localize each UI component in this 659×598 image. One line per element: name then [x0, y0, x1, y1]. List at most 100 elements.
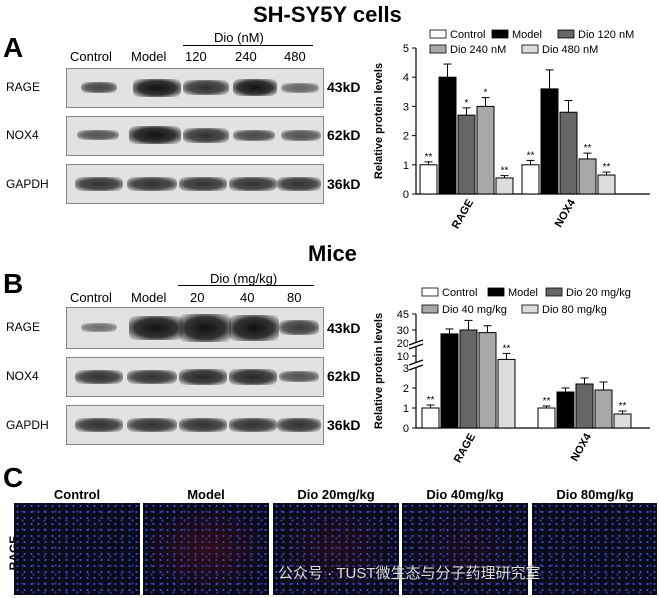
y-tick-label-1: 1 — [403, 403, 409, 415]
legend-swatch-2 — [545, 287, 563, 297]
y-axis-title: Relative protein levels — [373, 63, 385, 179]
axis-break-mark-top-0 — [408, 359, 424, 366]
legend-label-0: Control — [442, 287, 477, 299]
legend-swatch-0 — [429, 29, 447, 39]
bar-rage-4 — [497, 358, 516, 429]
blot-a-gapdh — [66, 164, 324, 204]
legend-swatch-4 — [521, 304, 539, 314]
lane-label-b-0: Control — [70, 290, 112, 305]
kd-label-b-nox4: 62kD — [327, 368, 361, 384]
significance-rage-0: ** — [427, 395, 435, 406]
column-label-c-1: Model — [187, 487, 225, 502]
lane-label-a-3: 240 — [235, 49, 257, 64]
group-bracket-a — [183, 45, 313, 46]
y-tick-label-3: 3 — [403, 101, 409, 113]
blot-a-nox4 — [66, 116, 324, 156]
bar-nox4-0 — [521, 164, 540, 195]
blot-b-gapdh — [66, 405, 324, 445]
legend-swatch-1 — [491, 29, 509, 39]
y-tick-label-4: 4 — [403, 72, 409, 84]
lane-label-b-4: 80 — [287, 290, 302, 305]
significance-rage-0: ** — [425, 152, 433, 163]
lane-label-a-0: Control — [70, 49, 112, 64]
bar-nox4-2 — [575, 383, 594, 429]
row-label-b-gapdh: GAPDH — [6, 418, 49, 432]
legend-label-4: Dio 480 nM — [542, 44, 598, 56]
column-label-c-0: Control — [53, 487, 101, 502]
lane-label-b-1: Model — [131, 290, 167, 305]
axis-break-mark-bottom-0 — [408, 364, 424, 371]
y-tick-label-3: 3 — [403, 363, 409, 375]
legend-swatch-3 — [421, 304, 439, 314]
chart-b: Control Model Dio 20 mg/kg Dio 40 mg/kg Dio … — [373, 287, 650, 466]
bar-rage-2 — [457, 114, 476, 195]
group-label-b: Dio (mg/kg) — [210, 271, 278, 286]
panel-b-label: B — [3, 268, 24, 299]
bar-nox4-2 — [559, 111, 578, 195]
significance-nox4-4: ** — [603, 162, 611, 173]
legend-label-4: Dio 80 mg/kg — [542, 304, 607, 316]
legend-label-2: Dio 120 nM — [578, 29, 634, 41]
section-a-title: SH-SY5Y cells — [253, 2, 402, 27]
x-category-label-1: NOX4 — [569, 431, 595, 464]
axis-break-mark-top-1 — [408, 339, 424, 346]
row-label-b-nox4: NOX4 — [6, 369, 39, 383]
y-tick-label-5: 20 — [397, 338, 409, 350]
legend-label-2: Dio 20 mg/kg — [566, 287, 631, 299]
row-label-a-rage: RAGE — [6, 80, 41, 94]
legend-label-1: Model — [512, 29, 542, 41]
x-category-label-0: RAGE — [452, 432, 478, 466]
micrograph-dio-40 — [402, 503, 528, 595]
kd-label-a-gapdh: 36kD — [327, 176, 361, 192]
kd-label-a-rage: 43kD — [327, 79, 361, 95]
bar-nox4-3 — [594, 389, 613, 429]
y-axis-title: Relative protein levels — [373, 313, 385, 429]
x-category-label-0: RAGE — [450, 198, 476, 232]
significance-rage-3: * — [484, 88, 488, 99]
bar-rage-1 — [440, 333, 459, 429]
bar-nox4-1 — [556, 391, 575, 429]
chart-a: Control Model Dio 120 nM Dio 240 nM Dio 480 … — [373, 29, 650, 232]
kd-label-a-nox4: 62kD — [327, 127, 361, 143]
legend-swatch-0 — [421, 287, 439, 297]
column-label-c-3: Dio 40mg/kg — [426, 487, 504, 502]
bar-nox4-4 — [613, 413, 632, 429]
blot-b-rage — [66, 307, 324, 349]
panel-a-label: A — [3, 32, 24, 63]
bar-rage-1 — [438, 76, 457, 195]
bar-rage-4 — [495, 177, 514, 195]
legend-label-3: Dio 240 nM — [450, 44, 506, 56]
micrograph-dio-20 — [273, 503, 399, 595]
axis-break-gap-1 — [408, 342, 650, 347]
legend-swatch-2 — [557, 29, 575, 39]
axis-break-gap-0 — [408, 362, 650, 368]
y-tick-label-6: 30 — [397, 325, 409, 337]
significance-rage-2: * — [465, 98, 469, 109]
column-label-c-2: Dio 20mg/kg — [297, 487, 375, 502]
column-label-c-4: Dio 80mg/kg — [556, 487, 634, 502]
lane-label-a-2: 120 — [185, 49, 207, 64]
bar-rage-0 — [421, 407, 440, 429]
significance-nox4-4: ** — [619, 401, 627, 412]
significance-rage-4: ** — [501, 166, 509, 177]
significance-rage-4: ** — [503, 343, 511, 354]
y-tick-label-4: 10 — [397, 351, 409, 363]
lane-label-a-1: Model — [131, 49, 167, 64]
bar-rage-3 — [476, 105, 495, 195]
legend-label-3: Dio 40 mg/kg — [442, 304, 507, 316]
row-label-b-rage: RAGE — [6, 320, 41, 334]
y-tick-label-1: 1 — [403, 160, 409, 172]
kd-label-b-gapdh: 36kD — [327, 417, 361, 433]
micrograph-control — [14, 503, 140, 595]
bar-nox4-1 — [540, 88, 559, 195]
section-b-title: Mice — [308, 241, 357, 266]
significance-nox4-0: ** — [543, 396, 551, 407]
y-tick-label-0: 0 — [403, 189, 409, 201]
kd-label-b-rage: 43kD — [327, 320, 361, 336]
significance-nox4-3: ** — [584, 143, 592, 154]
lane-label-b-3: 40 — [240, 290, 255, 305]
micrograph-dio-80 — [532, 503, 657, 595]
significance-nox4-0: ** — [527, 150, 535, 161]
bar-nox4-0 — [537, 407, 556, 429]
row-label-a-gapdh: GAPDH — [6, 177, 49, 191]
